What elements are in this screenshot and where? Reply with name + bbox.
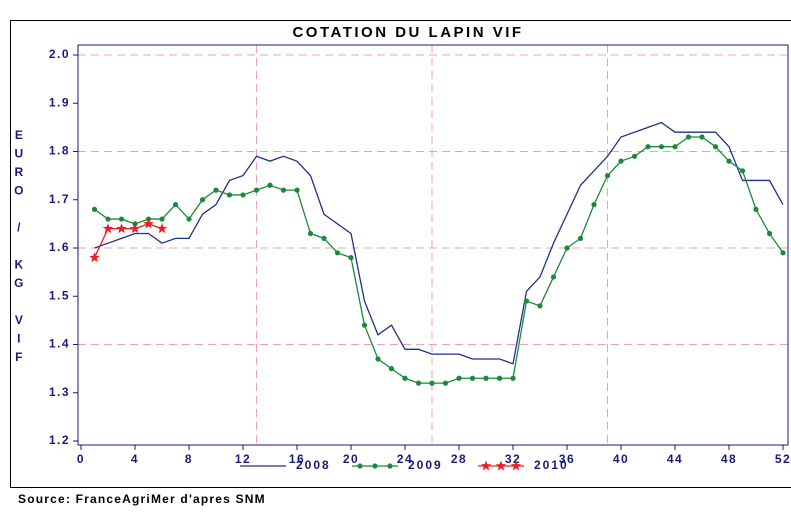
- series-line: [93, 223, 163, 258]
- point: [469, 375, 476, 381]
- y-axis-label: EURO / KG VIF: [12, 128, 26, 369]
- point: [577, 235, 584, 241]
- point: [550, 274, 557, 280]
- point: [604, 173, 611, 179]
- point: [537, 303, 543, 309]
- x-tick-label: 52: [775, 452, 791, 466]
- outer-frame: [10, 20, 791, 488]
- point: [91, 206, 98, 212]
- point: [253, 187, 260, 193]
- point: [739, 168, 746, 174]
- source-note: Source: FranceAgriMer d'apres SNM: [18, 492, 266, 506]
- y-tick-label: 2.0: [49, 47, 70, 61]
- x-tick-label: 48: [721, 452, 737, 466]
- point: [456, 375, 462, 381]
- y-tick-label: 1.2: [49, 433, 70, 447]
- x-tick-label: 12: [235, 452, 251, 466]
- point: [780, 250, 786, 256]
- point: [361, 322, 368, 328]
- point: [294, 187, 300, 193]
- point: [156, 223, 168, 234]
- point: [672, 144, 678, 150]
- legend-label: 2009: [408, 458, 443, 472]
- y-tick-label: 1.6: [49, 240, 70, 254]
- point: [699, 134, 705, 140]
- series-line: [94, 136, 784, 384]
- point: [564, 245, 570, 251]
- point: [483, 375, 489, 381]
- y-tick-label: 1.4: [49, 337, 70, 351]
- legend-marker: [495, 460, 507, 471]
- point: [388, 366, 395, 372]
- point: [307, 230, 314, 237]
- point: [129, 223, 141, 234]
- point: [172, 201, 179, 208]
- point: [618, 158, 624, 164]
- point: [118, 216, 125, 222]
- point: [348, 255, 354, 261]
- y-tick-label: 1.8: [49, 144, 70, 158]
- point: [658, 144, 665, 150]
- series-line: [94, 121, 784, 365]
- point: [186, 216, 192, 222]
- point: [429, 380, 435, 386]
- point: [442, 380, 449, 386]
- legend-marker: [510, 460, 522, 471]
- legend-label: 2010: [534, 458, 569, 472]
- point: [321, 235, 327, 241]
- point: [334, 250, 341, 256]
- point: [510, 375, 516, 381]
- point: [267, 182, 273, 188]
- point: [102, 223, 114, 234]
- plot-frame: [77, 44, 789, 446]
- legend-marker: [372, 463, 378, 469]
- plot: 1.21.31.41.51.61.71.81.92.00 4 8 12 16 20 24 28…: [49, 44, 791, 472]
- point: [415, 380, 422, 386]
- y-tick-label: 1.7: [49, 192, 70, 206]
- legend-marker: [387, 463, 393, 469]
- point: [645, 144, 651, 150]
- point: [712, 144, 719, 150]
- x-tick-label: 40: [613, 452, 629, 466]
- y-tick-label: 1.9: [49, 95, 70, 109]
- point: [753, 206, 759, 212]
- point: [591, 201, 597, 208]
- x-tick-label: 32: [505, 452, 521, 466]
- legend-label: 2008: [296, 458, 331, 472]
- x-tick-label: 24: [397, 452, 413, 466]
- point: [199, 197, 206, 203]
- point: [143, 218, 154, 229]
- point: [280, 187, 287, 193]
- point: [240, 192, 246, 198]
- x-tick-label: 36: [559, 452, 575, 466]
- point: [523, 298, 530, 304]
- x-tick-label: 4: [131, 452, 139, 466]
- x-tick-label: 20: [343, 452, 359, 466]
- point: [726, 158, 732, 164]
- x-tick-label: 8: [185, 452, 193, 466]
- point: [213, 187, 219, 193]
- x-tick-label: 28: [451, 452, 467, 466]
- legend-marker: [480, 460, 492, 471]
- legend-marker: [357, 463, 363, 469]
- x-tick-label: 16: [289, 452, 305, 466]
- point: [766, 230, 773, 237]
- x-tick-label: 44: [667, 452, 683, 466]
- point: [226, 192, 233, 198]
- point: [159, 216, 165, 222]
- point: [631, 153, 638, 159]
- point: [375, 356, 381, 362]
- point: [685, 134, 692, 140]
- x-tick-label: 0: [77, 452, 85, 466]
- point: [496, 375, 503, 381]
- point: [89, 252, 100, 263]
- point: [402, 375, 408, 381]
- point: [116, 223, 127, 234]
- chart-title: COTATION DU LAPIN VIF: [292, 24, 523, 41]
- point: [105, 216, 111, 222]
- y-tick-label: 1.3: [49, 385, 70, 399]
- y-tick-label: 1.5: [49, 288, 70, 302]
